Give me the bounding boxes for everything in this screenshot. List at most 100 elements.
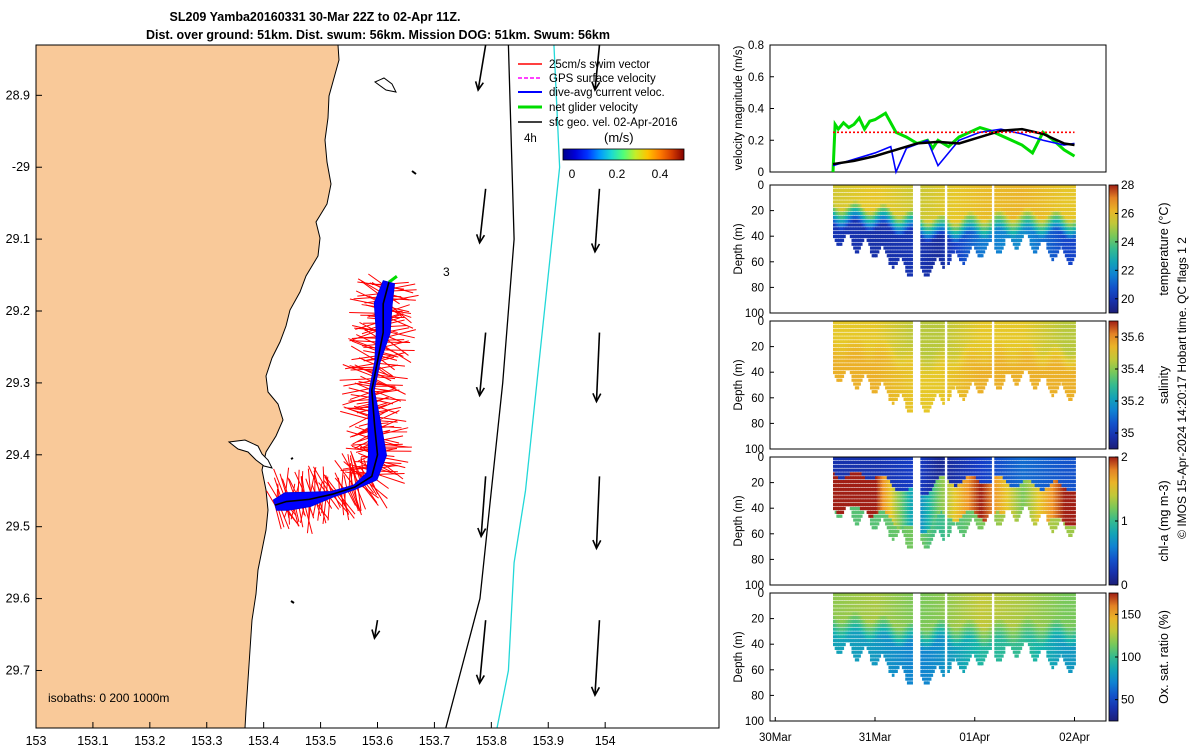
section-cell [952,328,955,332]
section-cell [834,328,838,332]
section-cell [1054,227,1058,231]
section-cell [910,386,913,390]
section-cell [873,370,877,375]
section-cell [982,336,986,340]
section-cell [900,238,903,242]
section-cell [955,223,959,227]
section-cell [1016,340,1019,344]
section-cell [932,261,935,265]
section-cell [856,351,860,355]
section-cell [922,328,925,332]
section-cell [977,242,981,246]
section-cell [1034,355,1038,359]
section-cell [890,246,893,250]
section-cell [1044,344,1048,348]
section-cell [890,211,893,216]
section-cell [933,227,937,231]
section-cell [962,196,966,200]
section-cell [871,367,875,371]
section-cell [871,340,875,344]
section-cell [858,192,861,196]
section-cell [1044,223,1048,227]
section-cell [970,238,974,242]
section-cell [843,328,846,332]
section-cell [1069,223,1073,227]
section-cell [868,211,871,216]
section-cell [962,242,966,246]
section-cell [1029,367,1033,371]
section-cell [927,211,930,216]
section-cell [960,204,964,208]
section-cell [895,367,898,371]
section-cell [965,344,969,348]
section-cell [893,185,897,189]
section-cell [875,332,878,336]
section-cell [868,223,871,227]
section-cell [975,344,979,348]
section-cell [927,336,930,340]
section-cell [930,328,934,332]
section-cell [994,332,997,336]
section-cell [856,359,860,363]
section-cell [864,200,868,204]
section-cell [1039,188,1043,193]
section-cell [905,192,908,196]
section-cell [1021,231,1024,235]
section-cell [940,355,944,359]
section-cell [1012,370,1016,375]
section-cell [864,204,868,208]
swim-vector [380,343,412,363]
section-cell [1001,223,1004,227]
section-cell [994,324,997,329]
section-cell [920,324,924,329]
section-cell [896,223,900,227]
section-cell [841,231,845,235]
section-cell [997,231,1001,235]
section-cell [834,367,838,371]
section-cell [1007,208,1011,212]
swim-vector [373,378,406,395]
section-cell [1012,321,1016,325]
section-cell [875,219,878,223]
section-cell [881,344,885,348]
section-cell [975,227,979,231]
section-cell [967,227,971,231]
section-cell [999,238,1003,242]
section-cell [878,238,882,242]
section-cell [844,363,848,367]
section-cell [1019,219,1023,223]
section-cell [1054,196,1058,200]
section-cell [967,370,971,375]
section-cell [1037,347,1041,352]
section-cell [969,367,972,371]
section-cell [957,374,961,378]
section-cell [1034,227,1038,231]
section-cell [940,238,944,242]
section-cell [886,196,890,200]
section-cell [903,332,907,336]
section-cell [1049,204,1053,208]
geo-velocity-arrow [590,188,601,254]
swim-vector [355,485,367,510]
section-cell [920,332,924,336]
section-cell [898,204,902,208]
section-cell [891,390,895,394]
section-cell [960,393,964,398]
section-cell [851,227,855,231]
section-cell [1026,363,1029,367]
section-cell [1044,374,1048,378]
section-cell [1039,340,1043,344]
section-cell [1006,192,1009,196]
map-y-tick-label: 29.5 [6,520,30,534]
section-cell [1053,200,1056,204]
section-cell [885,204,888,208]
section-cell [933,363,937,367]
section-cell [886,254,890,258]
section-cell [1056,223,1060,227]
section-cell [888,340,892,344]
section-cell [953,246,957,250]
section-cell [875,185,878,189]
section-cell [922,367,925,371]
section-cell [849,328,853,332]
section-cell [906,401,910,405]
